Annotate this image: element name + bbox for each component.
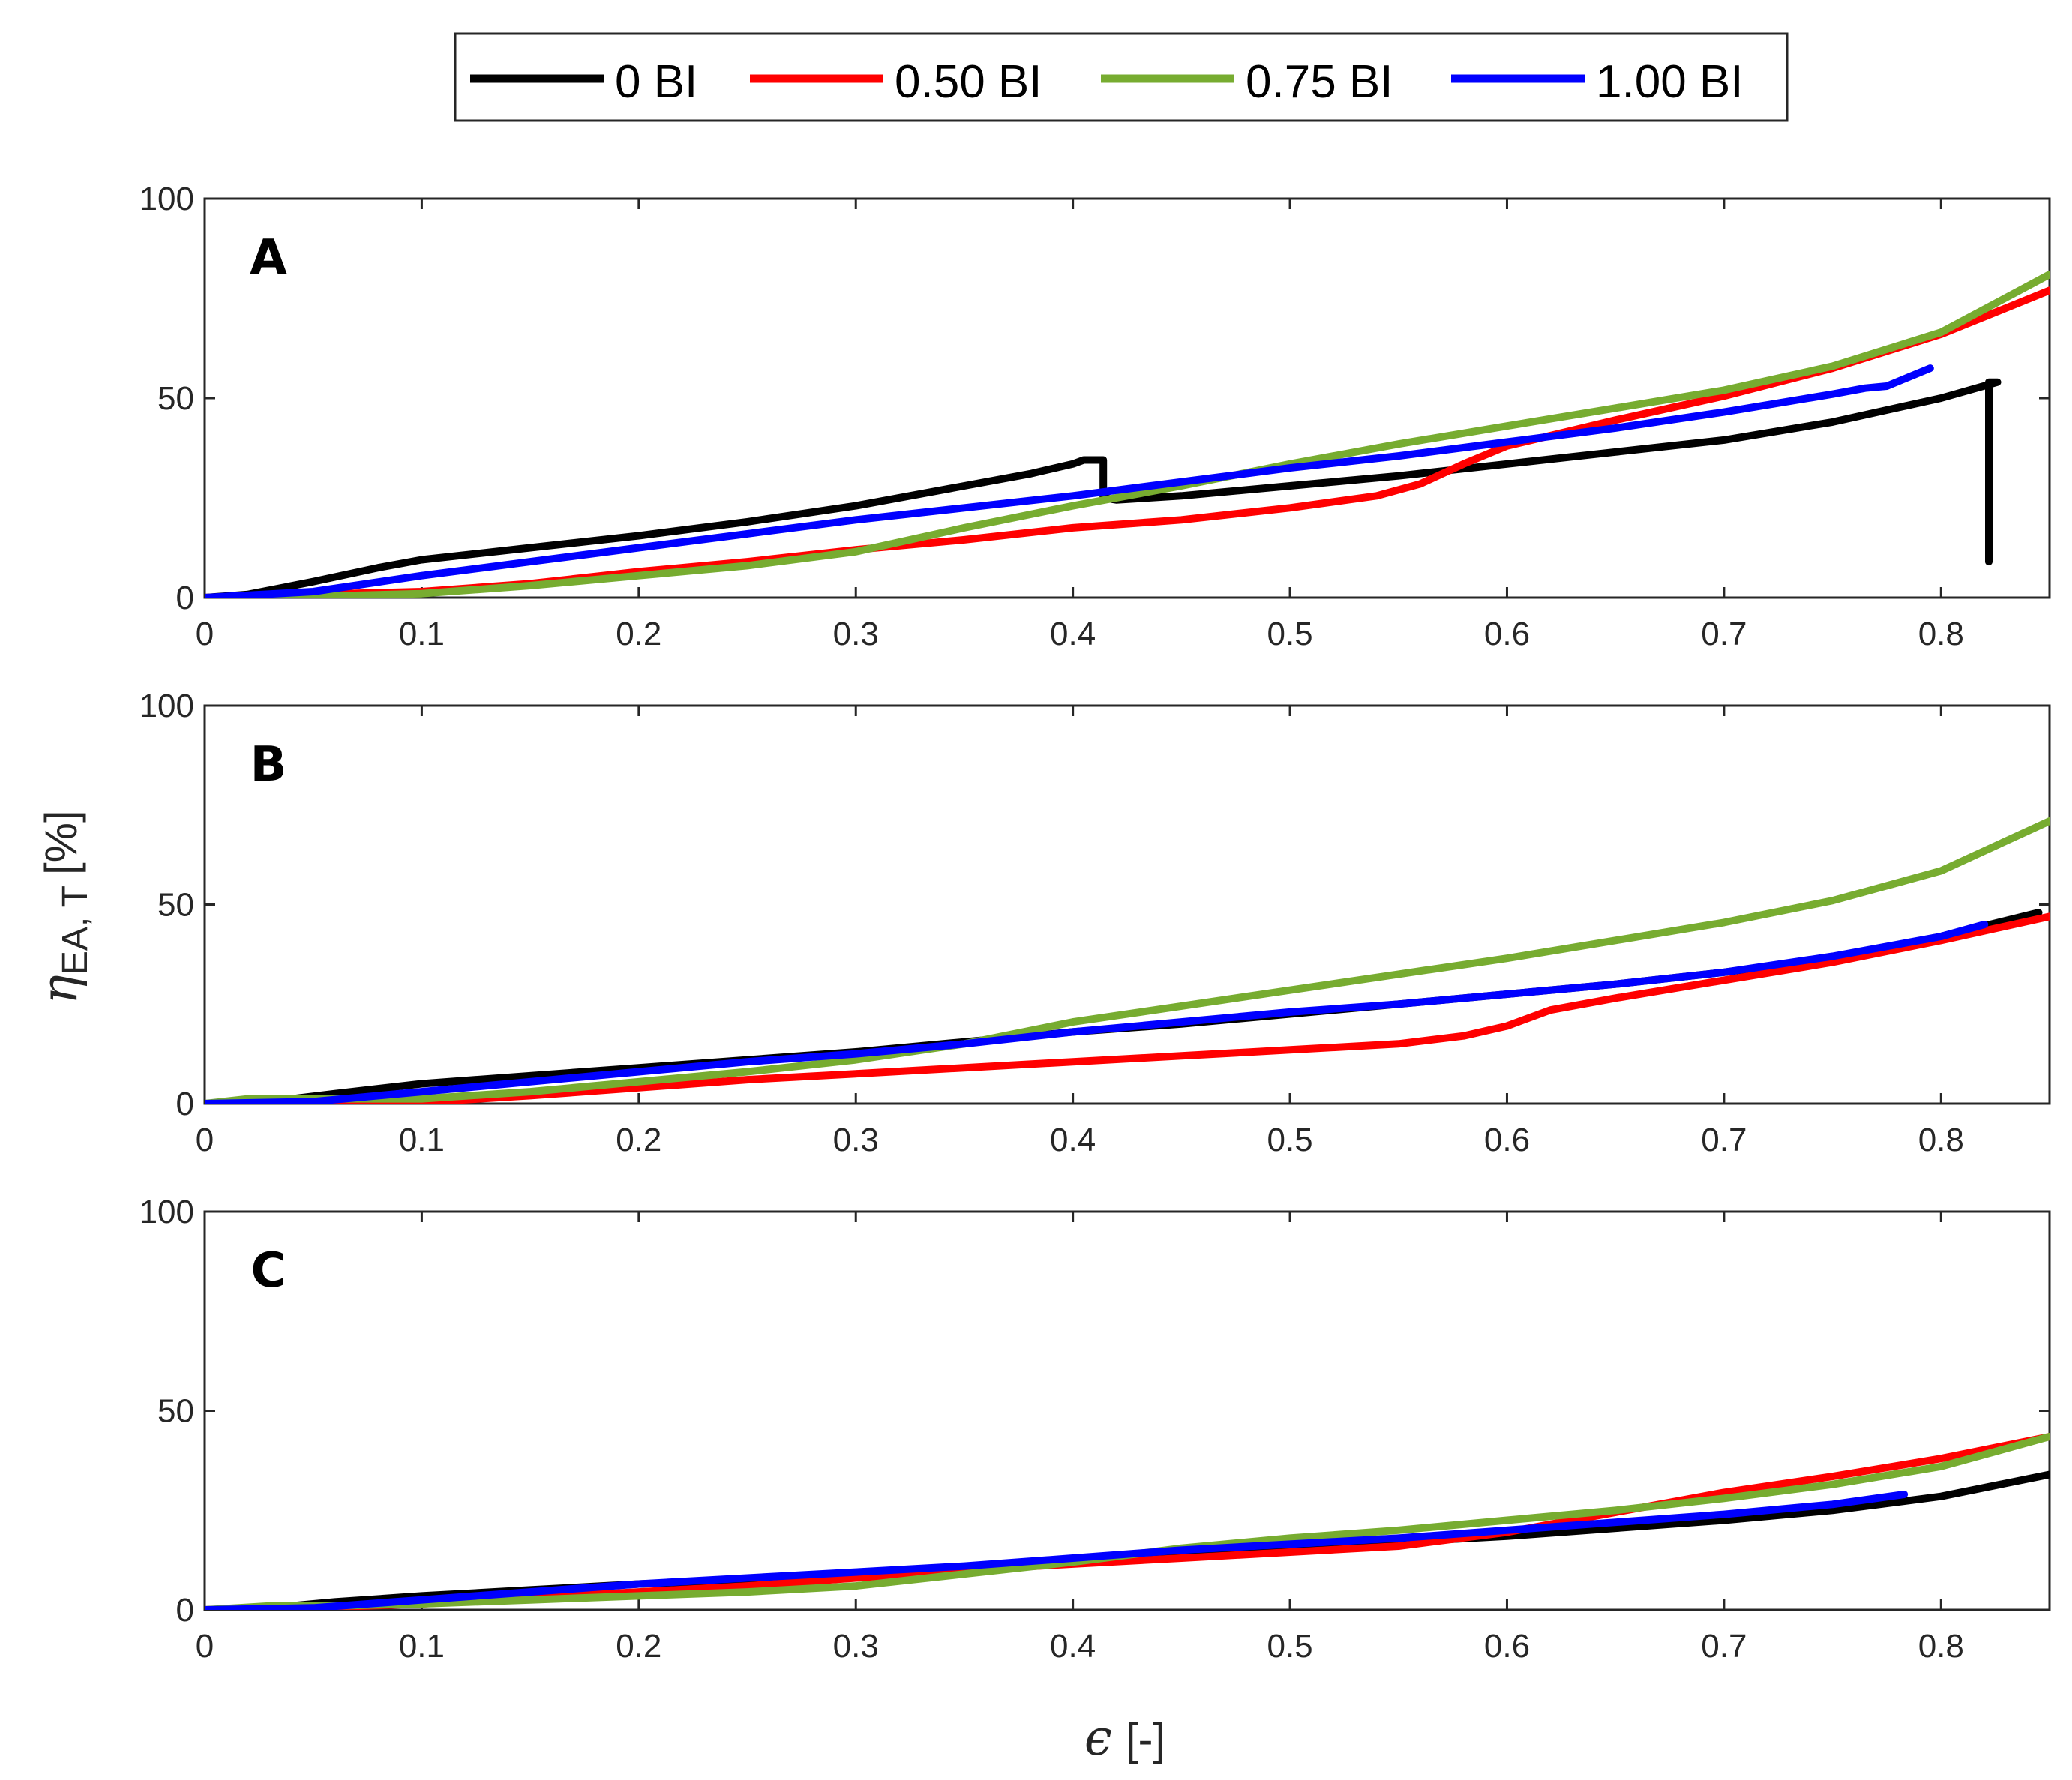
series-line-0-75-bi <box>205 817 2050 1104</box>
legend: 0 BI 0.50 BI 0.75 BI 1.00 BI <box>454 32 1789 122</box>
series-line-0-bi <box>205 378 2002 598</box>
y-tick-label: 100 <box>139 688 194 724</box>
x-tick-label: 0.7 <box>1701 1628 1747 1665</box>
x-axis-symbol: ϵ <box>1084 1709 1112 1767</box>
axes-box <box>203 1210 2051 1611</box>
legend-entry-1: 0.50 BI <box>750 56 1042 108</box>
panel-b: 0 0.1 0.2 0.3 0.4 0.5 0.6 0.7 0.8 0 50 100 B <box>139 688 2051 1158</box>
y-axis-subscript: EA, T <box>55 886 95 975</box>
series-line-1-00-bi <box>205 921 1989 1104</box>
series-line-1-00-bi <box>205 364 1934 598</box>
x-tick-label: 0.4 <box>1050 1628 1096 1665</box>
x-tick-label: 0.5 <box>1267 1122 1312 1158</box>
x-tick-label: 0.4 <box>1050 1122 1096 1158</box>
y-axis-symbol: η <box>31 975 88 1005</box>
x-tick-label: 0.3 <box>833 1628 879 1665</box>
legend-entry-2: 0.75 BI <box>1101 56 1393 108</box>
x-tick-label: 0.8 <box>1918 1628 1964 1665</box>
axes-box <box>203 197 2051 599</box>
x-tick-label: 0.6 <box>1484 1122 1530 1158</box>
series-line-0-50-bi <box>205 912 2050 1104</box>
series-line-0-50-bi <box>205 1433 2050 1610</box>
legend-label-2: 0.75 BI <box>1246 56 1393 108</box>
y-tick-label: 50 <box>157 380 194 417</box>
x-tick-label: 0.5 <box>1267 1628 1312 1665</box>
x-tick-label: 0.8 <box>1918 1122 1964 1158</box>
x-axis-title: ϵ [-] <box>1084 1709 1165 1767</box>
series-group <box>205 1433 2050 1610</box>
y-tick-label: 100 <box>139 181 194 217</box>
y-tick-label: 50 <box>157 1393 194 1430</box>
panel-label: C <box>251 1243 286 1299</box>
series-group <box>205 271 2050 598</box>
y-axis-title: ηEA, T [%] <box>31 810 95 1004</box>
x-tick-label: 0 <box>196 1122 214 1158</box>
panel-c: 0 0.1 0.2 0.3 0.4 0.5 0.6 0.7 0.8 0 50 100 C <box>139 1194 2051 1665</box>
y-axis-unit: [%] <box>36 810 86 875</box>
x-tick-label: 0.2 <box>616 1122 661 1158</box>
x-tick-label: 0.3 <box>833 1122 879 1158</box>
x-tick-label: 0.1 <box>399 616 445 652</box>
series-line-1-00-bi <box>205 1491 1909 1610</box>
x-tick-label: 0.7 <box>1701 616 1747 652</box>
x-tick-label: 0.8 <box>1918 616 1964 652</box>
y-tick-label: 0 <box>176 580 194 616</box>
legend-label-0: 0 BI <box>615 56 697 108</box>
y-tick-label: 0 <box>176 1086 194 1122</box>
panel-label: B <box>250 737 287 793</box>
legend-label-1: 0.50 BI <box>895 56 1042 108</box>
x-tick-label: 0 <box>196 1628 214 1665</box>
x-tick-label: 0.5 <box>1267 616 1312 652</box>
legend-entry-0: 0 BI <box>470 56 697 108</box>
x-tick-label: 0.2 <box>616 616 661 652</box>
x-axis-unit: [-] <box>1126 1714 1165 1764</box>
y-tick-label: 0 <box>176 1592 194 1629</box>
x-tick-label: 0.1 <box>399 1628 445 1665</box>
series-group <box>205 817 2050 1104</box>
panel-a: 0 0.1 0.2 0.3 0.4 0.5 0.6 0.7 0.8 0 50 100 A <box>139 181 2051 652</box>
x-tick-label: 0.7 <box>1701 1122 1747 1158</box>
axes-box <box>203 704 2051 1105</box>
panel-label: A <box>250 230 287 286</box>
x-tick-label: 0.4 <box>1050 616 1096 652</box>
x-tick-label: 0.6 <box>1484 1628 1530 1665</box>
series-line-0-75-bi <box>205 271 2050 598</box>
y-tick-label: 50 <box>157 887 194 924</box>
x-tick-label: 0.3 <box>833 616 879 652</box>
x-tick-label: 0.2 <box>616 1628 661 1665</box>
x-tick-label: 0.6 <box>1484 616 1530 652</box>
x-tick-label: 0 <box>196 616 214 652</box>
y-tick-label: 100 <box>139 1194 194 1230</box>
series-line-0-bi <box>205 909 2043 1104</box>
series-line-0-75-bi <box>205 1433 2050 1610</box>
legend-label-3: 1.00 BI <box>1596 56 1743 108</box>
x-tick-label: 0.1 <box>399 1122 445 1158</box>
legend-entry-3: 1.00 BI <box>1451 56 1743 108</box>
